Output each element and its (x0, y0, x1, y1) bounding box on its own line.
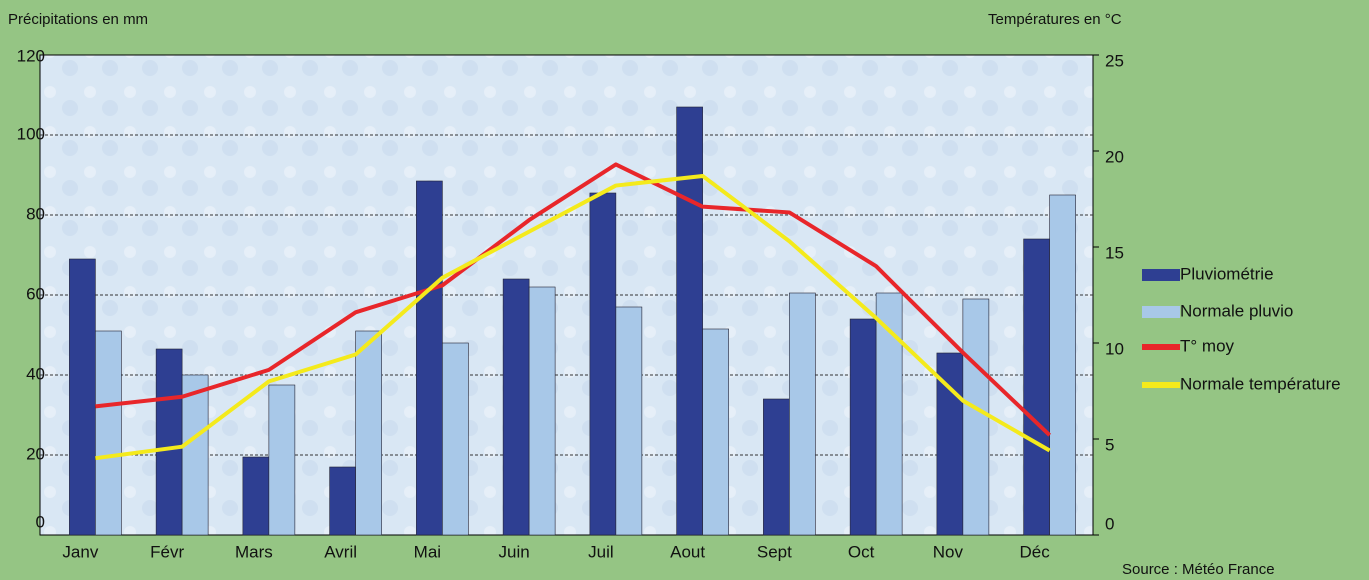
bar (702, 328, 729, 536)
bar (676, 106, 703, 536)
y2-tick-label: 15 (1105, 243, 1124, 262)
bar (95, 330, 122, 536)
bar (268, 384, 296, 536)
x-tick-label: Juin (499, 542, 530, 561)
y-axis-label: Précipitations en mm (8, 11, 148, 28)
bar (849, 318, 877, 536)
bar (355, 330, 382, 536)
y-tick-label: 80 (26, 204, 45, 223)
bar (242, 456, 270, 536)
bar (1049, 194, 1076, 536)
bar (181, 374, 209, 536)
y-tick-label: 120 (17, 46, 45, 65)
y-tick-label: 20 (26, 444, 45, 463)
x-tick-label: Févr (150, 542, 184, 561)
x-tick-label: Oct (848, 542, 875, 561)
x-tick-label: Déc (1020, 542, 1051, 561)
x-tick-label: Aout (670, 542, 705, 561)
y2-axis-label: Températures en °C (988, 11, 1122, 28)
bar (502, 278, 530, 536)
bar (155, 348, 183, 536)
legend-swatch (1142, 306, 1180, 318)
x-tick-label: Sept (757, 542, 792, 561)
line (95, 162, 1052, 437)
legend-label: Normale pluvio (1180, 301, 1293, 320)
y2-tick-label: 10 (1105, 339, 1124, 358)
y-tick-label: 40 (26, 364, 45, 383)
legend-label: T° moy (1180, 336, 1235, 355)
bar (528, 286, 556, 536)
y2-tick-label: 5 (1105, 435, 1114, 454)
line (95, 173, 1051, 461)
y-tick-label: 100 (17, 124, 45, 143)
bar (1023, 238, 1050, 536)
legend-swatch (1142, 269, 1180, 281)
x-tick-label: Mai (414, 542, 441, 561)
bar (615, 306, 643, 536)
bar (789, 292, 816, 536)
y-tick-label: 60 (26, 284, 45, 303)
bar (416, 180, 443, 536)
bar (875, 292, 903, 536)
x-tick-label: Juil (588, 542, 614, 561)
bar (962, 298, 990, 536)
bar (763, 398, 790, 536)
bar (69, 258, 96, 536)
x-tick-label: Mars (235, 542, 273, 561)
legend-swatch (1142, 382, 1180, 388)
x-tick-label: Janv (62, 542, 98, 561)
legend-swatch (1142, 344, 1180, 350)
y-tick-label: 0 (36, 512, 45, 531)
y2-tick-label: 25 (1105, 51, 1124, 70)
bar (442, 342, 469, 536)
bar (936, 352, 964, 536)
bar (329, 466, 356, 536)
legend-label: Pluviométrie (1180, 264, 1274, 283)
y2-tick-label: 0 (1105, 514, 1114, 533)
legend-label: Normale température (1180, 374, 1341, 393)
source: Source : Météo France (1122, 561, 1275, 578)
x-tick-label: Avril (324, 542, 357, 561)
x-tick-label: Nov (933, 542, 964, 561)
bar (589, 192, 617, 536)
y2-tick-label: 20 (1105, 147, 1124, 166)
